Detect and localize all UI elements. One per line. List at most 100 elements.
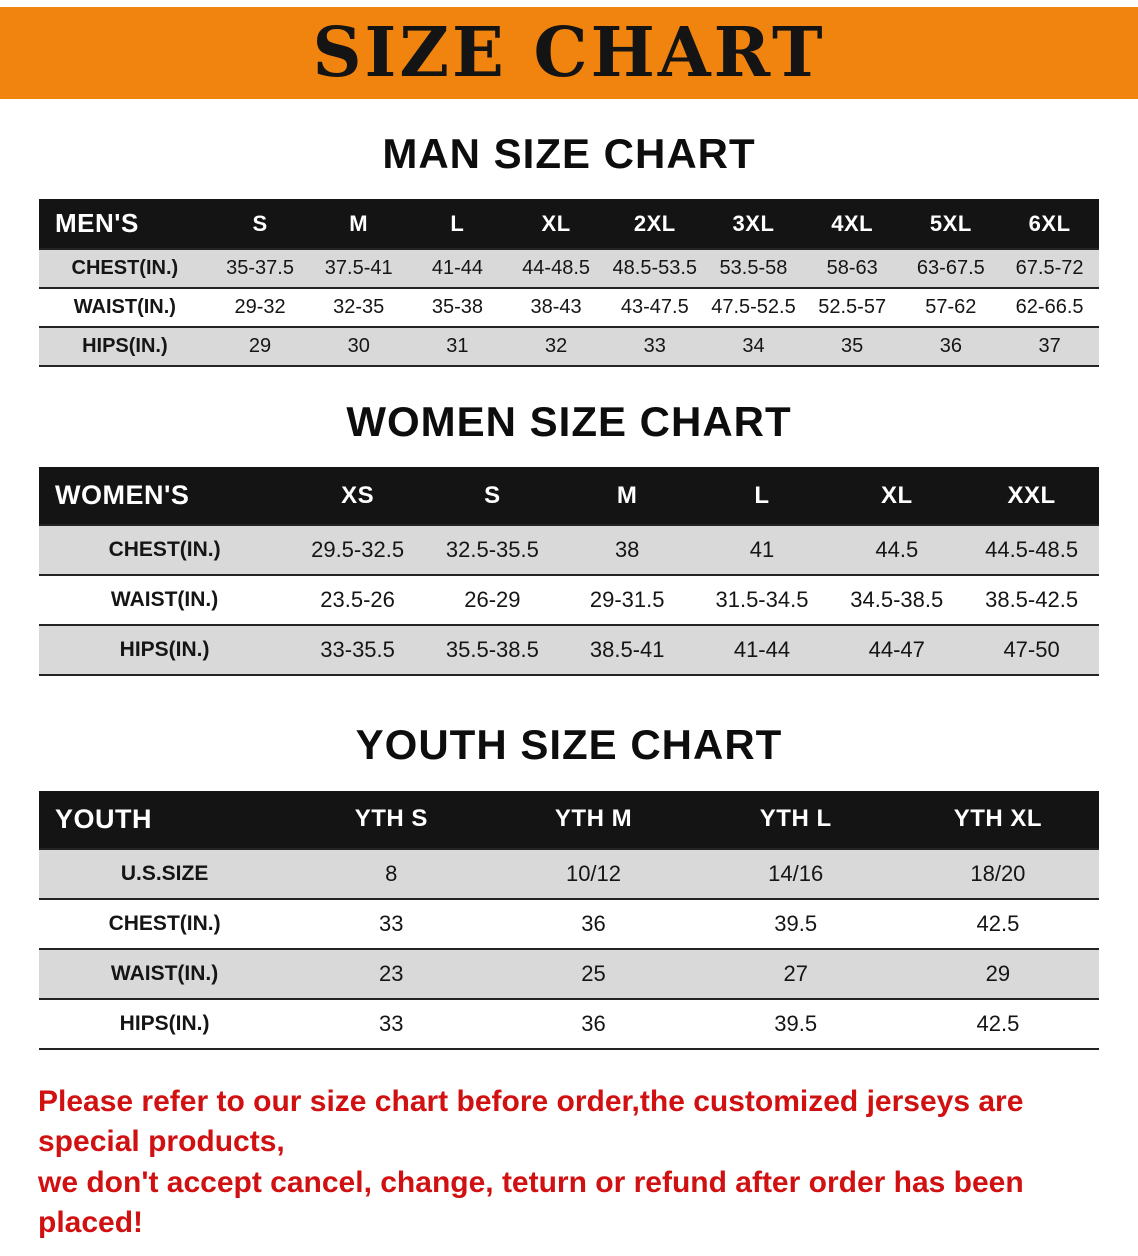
youth-size-table: YOUTH YTH S YTH M YTH L YTH XL U.S.SIZE 8 10/1… [39, 790, 1099, 1050]
size-value: 32 [544, 335, 568, 358]
youth-table-header-row: YOUTH YTH S YTH M YTH L YTH XL [39, 790, 1099, 849]
table-corner-label: MEN'S [55, 208, 139, 239]
size-value: 39.5 [774, 1010, 818, 1036]
size-column-header: 2XL [633, 210, 676, 236]
size-value: 32.5-35.5 [445, 537, 539, 563]
size-value: 47-50 [1003, 637, 1060, 663]
size-value: 31 [446, 335, 469, 358]
size-value: 62-66.5 [1015, 296, 1084, 319]
size-value: 41-44 [431, 257, 483, 280]
size-value: 26-29 [464, 587, 521, 613]
table-row: WAIST(IN.) 23 25 27 29 [39, 948, 1099, 999]
row-label: U.S.SIZE [120, 861, 209, 885]
size-column-header: YTH XL [953, 805, 1043, 833]
size-value: 35-38 [431, 296, 483, 319]
size-column-header: L [450, 210, 465, 236]
size-value: 37 [1038, 335, 1061, 358]
size-value: 39.5 [774, 910, 818, 936]
size-value: 23 [379, 960, 404, 986]
size-value: 29-31.5 [589, 587, 665, 613]
size-value: 44.5 [875, 537, 919, 563]
size-value: 25 [581, 960, 606, 986]
size-value: 43-47.5 [620, 296, 689, 319]
size-value: 57-62 [925, 296, 977, 319]
men-size-table: MEN'S S M L XL 2XL 3XL 4XL 5XL 6XL CHEST(IN.) 35-3… [39, 199, 1099, 368]
table-row: CHEST(IN.) 35-37.5 37.5-41 41-44 44-48.5 48.5… [39, 249, 1099, 289]
size-value: 30 [347, 335, 370, 358]
row-label: HIPS(IN.) [119, 1011, 210, 1035]
size-value: 31.5-34.5 [715, 587, 809, 613]
table-row: CHEST(IN.) 33 36 39.5 42.5 [39, 898, 1099, 949]
women-size-table: WOMEN'S XS S M L XL XXL CHEST(IN.) 29.5-32.5 32.… [39, 467, 1099, 677]
table-row: HIPS(IN.) 29 30 31 32 33 34 35 36 37 [39, 327, 1099, 367]
size-value: 44.5-48.5 [985, 537, 1079, 563]
size-column-header: 5XL [929, 210, 972, 236]
size-value: 42.5 [976, 910, 1020, 936]
size-value: 29.5-32.5 [311, 537, 405, 563]
size-value: 36 [581, 1010, 606, 1036]
size-value: 37.5-41 [324, 257, 393, 280]
size-column-header: S [484, 481, 501, 509]
size-value: 36 [581, 910, 606, 936]
size-value: 34.5-38.5 [850, 587, 944, 613]
size-column-header: 3XL [732, 210, 775, 236]
size-value: 33 [379, 1010, 404, 1036]
size-column-header: XS [341, 481, 375, 509]
size-column-header: XL [880, 481, 913, 509]
size-value: 29 [248, 335, 272, 358]
size-column-header: 4XL [831, 210, 874, 236]
table-corner-label: YOUTH [55, 803, 152, 834]
size-value: 44-47 [868, 637, 925, 663]
table-row: WAIST(IN.) 23.5-26 26-29 29-31.5 31.5-34.5 34… [39, 575, 1099, 626]
size-value: 38 [614, 537, 640, 563]
size-value: 41 [749, 537, 775, 563]
size-value: 38-43 [530, 296, 582, 319]
size-value: 52.5-57 [818, 296, 887, 319]
row-label: HIPS(IN.) [82, 335, 168, 358]
size-value: 14/16 [768, 860, 824, 886]
table-row: CHEST(IN.) 29.5-32.5 32.5-35.5 38 41 44.5 44.5… [39, 525, 1099, 576]
row-label: WAIST(IN.) [110, 588, 219, 612]
size-value: 33-35.5 [320, 637, 395, 663]
youth-table-body: U.S.SIZE 8 10/12 14/16 18/20 CHEST(IN.) 33 36 39… [39, 848, 1099, 1049]
size-value: 10/12 [565, 860, 622, 886]
row-label: WAIST(IN.) [73, 296, 176, 319]
row-label: CHEST(IN.) [71, 257, 179, 280]
men-table-body: CHEST(IN.) 35-37.5 37.5-41 41-44 44-48.5 48.5… [39, 249, 1099, 367]
size-value: 63-67.5 [916, 257, 985, 280]
size-column-header: S [252, 210, 268, 236]
size-chart-banner: SIZE CHART [0, 7, 1138, 99]
size-column-header: M [349, 210, 369, 236]
size-column-header: YTH M [554, 805, 633, 833]
page-title: SIZE CHART [312, 13, 826, 93]
size-value: 44-48.5 [522, 257, 591, 280]
size-value: 53.5-58 [719, 257, 788, 280]
size-value: 41-44 [733, 637, 791, 663]
table-row: WAIST(IN.) 29-32 32-35 35-38 38-43 43-47.5 47.… [39, 288, 1099, 328]
women-size-section: WOMEN SIZE CHART WOMEN'S XS S M L XL XXL CHEST… [0, 398, 1138, 677]
size-value: 33 [379, 910, 404, 936]
row-label: HIPS(IN.) [119, 638, 210, 662]
size-value: 29 [985, 960, 1011, 986]
size-value: 8 [385, 860, 398, 886]
row-label: WAIST(IN.) [110, 961, 219, 985]
youth-size-section: YOUTH SIZE CHART YOUTH YTH S YTH M YTH L YTH… [0, 722, 1138, 1050]
size-value: 33 [643, 335, 666, 358]
size-value: 18/20 [970, 860, 1026, 886]
size-column-header: M [616, 481, 638, 509]
size-value: 34 [742, 335, 765, 358]
disclaimer-line-2: we don't accept cancel, change, teturn o… [38, 1165, 1024, 1240]
men-section-heading: MAN SIZE CHART [382, 130, 756, 177]
table-corner-label: WOMEN'S [55, 480, 190, 511]
men-table-header-row: MEN'S S M L XL 2XL 3XL 4XL 5XL 6XL [39, 199, 1099, 250]
size-value: 47.5-52.5 [711, 296, 796, 319]
size-column-header: L [754, 481, 770, 509]
size-value: 35.5-38.5 [445, 637, 539, 663]
size-column-header: YTH L [759, 805, 832, 833]
men-size-section: MAN SIZE CHART MEN'S S M L XL 2XL 3XL 4XL 5XL 6XL… [0, 130, 1138, 368]
table-row: HIPS(IN.) 33 36 39.5 42.5 [39, 998, 1099, 1049]
size-value: 42.5 [976, 1010, 1020, 1036]
size-column-header: XXL [1007, 481, 1056, 509]
disclaimer: Please refer to our size chart before or… [38, 1082, 1118, 1244]
